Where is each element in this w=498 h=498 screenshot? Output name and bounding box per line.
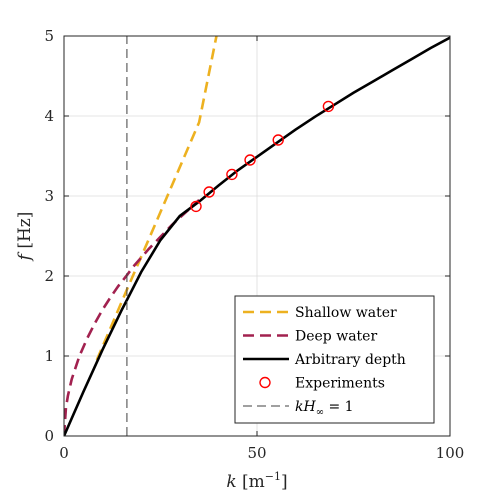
x-tick-label: 100 <box>436 444 465 462</box>
x-tick-label: 50 <box>247 444 266 462</box>
y-tick-label: 4 <box>44 107 54 125</box>
y-tick-label: 1 <box>44 347 54 365</box>
y-tick-label: 3 <box>44 187 54 205</box>
y-tick-label: 5 <box>44 27 54 45</box>
experiment-point <box>322 100 335 113</box>
series-layer <box>64 36 450 436</box>
experiment-point <box>244 154 256 166</box>
legend-label-deep-water: Deep water <box>295 329 377 345</box>
x-tick-label: 0 <box>59 444 69 462</box>
experiment-point <box>190 200 202 213</box>
legend-swatch-experiments <box>259 376 271 389</box>
y-axis-label: f [Hz] <box>15 212 35 263</box>
x-axis-label: k [m−1] <box>226 470 287 492</box>
legend-label-shallow-water: Shallow water <box>295 305 397 321</box>
legend-label-kh-1: kH∞ = 1 <box>295 399 354 418</box>
arbitrary-depth-line <box>64 36 450 436</box>
experiment-point <box>203 186 215 198</box>
experiment-point <box>272 134 284 146</box>
ticks: 0 50 100 0 1 2 3 4 5 <box>44 27 464 462</box>
legend: Shallow water Deep water Arbitrary depth Ex… <box>234 295 435 424</box>
legend-label-arbitrary-depth: Arbitrary depth <box>294 352 406 368</box>
experiment-point <box>226 168 238 181</box>
legend-label-experiments: Experiments <box>295 376 385 392</box>
y-tick-label: 2 <box>44 267 54 285</box>
y-tick-label: 0 <box>44 427 54 445</box>
